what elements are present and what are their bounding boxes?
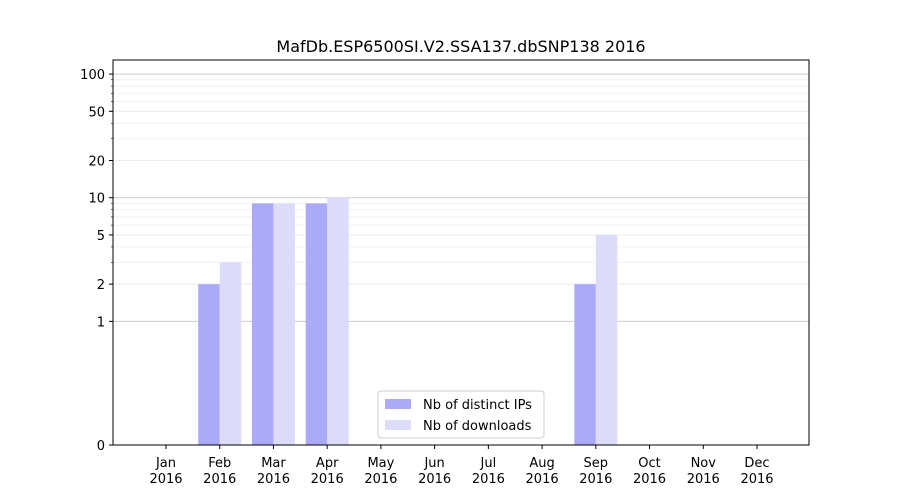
- legend-label: Nb of distinct IPs: [423, 398, 532, 413]
- y-tick-label: 2: [97, 278, 105, 293]
- x-tick-label: Sep 2016: [579, 456, 612, 487]
- bar-downloads: [273, 203, 295, 445]
- bar-distinct-ips: [305, 203, 328, 445]
- legend-box: [377, 390, 545, 439]
- y-tick-label: 0: [97, 439, 105, 454]
- y-tick-label: 100: [80, 68, 105, 83]
- legend-swatch: [385, 420, 411, 430]
- y-tick-label: 1: [97, 315, 105, 330]
- bar-downloads: [595, 234, 618, 445]
- legend: Nb of distinct IPs Nb of downloads: [377, 390, 545, 439]
- x-tick-label: Apr 2016: [311, 456, 344, 487]
- plot-frame: [112, 59, 810, 446]
- x-tick-label: Dec 2016: [740, 456, 773, 487]
- bar-distinct-ips: [251, 203, 274, 445]
- legend-label: Nb of downloads: [423, 419, 532, 434]
- bar-downloads: [219, 262, 242, 445]
- x-tick-label: Jan 2016: [149, 456, 182, 487]
- x-tick-label: Oct 2016: [633, 456, 666, 487]
- grid-lines: [113, 73, 809, 322]
- legend-swatch: [385, 399, 411, 409]
- y-tick-label: 50: [88, 105, 105, 120]
- bar-downloads: [327, 197, 349, 445]
- x-tick-label: Jun 2016: [418, 456, 451, 487]
- x-axis: Jan 2016 Feb 2016 Mar 2016 Apr 2016 May 2016 Jun 20…: [149, 445, 774, 487]
- y-tick-label: 20: [88, 155, 105, 170]
- x-tick-label: Mar 2016: [257, 456, 290, 487]
- y-tick-label: 5: [97, 229, 105, 244]
- x-tick-label: Feb 2016: [203, 456, 236, 487]
- bar-distinct-ips: [574, 284, 596, 445]
- bars: [198, 197, 618, 445]
- bar-distinct-ips: [198, 284, 220, 445]
- x-tick-label: Nov 2016: [687, 456, 720, 487]
- x-tick-label: Jul 2016: [472, 456, 505, 487]
- y-tick-label: 10: [88, 192, 105, 207]
- chart-title: MafDb.ESP6500SI.V2.SSA137.dbSNP138 2016: [276, 37, 645, 56]
- y-axis: 0 1 2 5 10 20 50 100: [80, 68, 113, 454]
- x-tick-label: Aug 2016: [526, 456, 559, 487]
- x-tick-label: May 2016: [364, 456, 397, 487]
